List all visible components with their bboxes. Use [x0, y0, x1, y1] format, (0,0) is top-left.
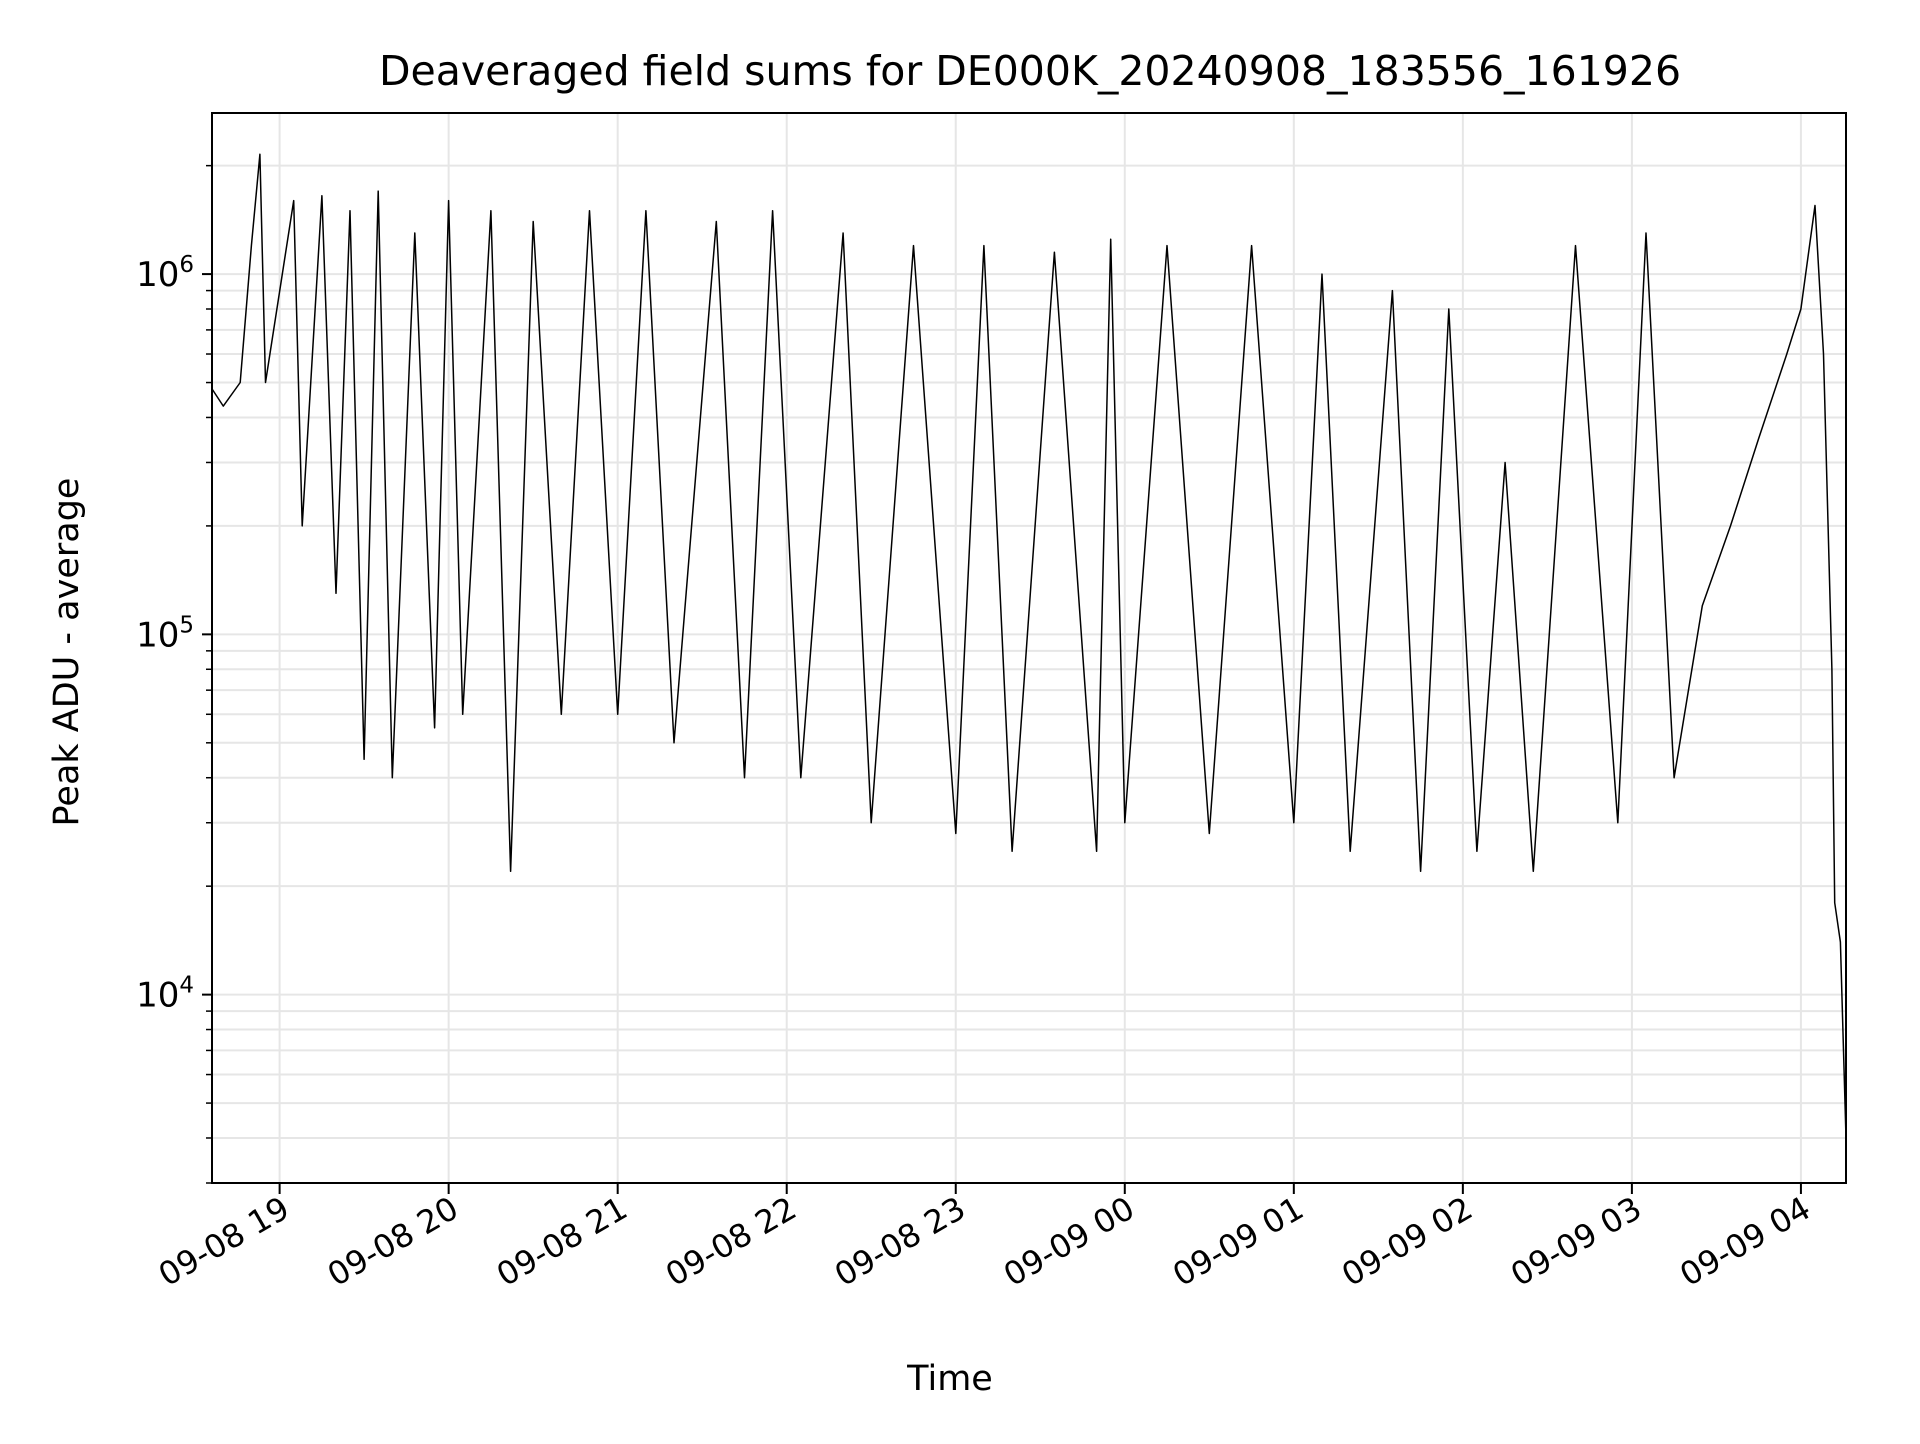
- y-tick-label: 106: [136, 252, 194, 295]
- y-tick-label: 105: [136, 612, 194, 655]
- grid: [212, 113, 1846, 1184]
- y-tick-label: 104: [136, 973, 194, 1016]
- series-line: [211, 153, 1847, 1139]
- y-axis-label: Peak ADU - average: [47, 478, 87, 827]
- plot-frame: [211, 112, 1847, 1184]
- series-layer: [211, 153, 1847, 1139]
- x-axis-label: Time: [906, 1359, 993, 1399]
- chart-title: Deaveraged field sums for DE000K_2024090…: [379, 47, 1681, 95]
